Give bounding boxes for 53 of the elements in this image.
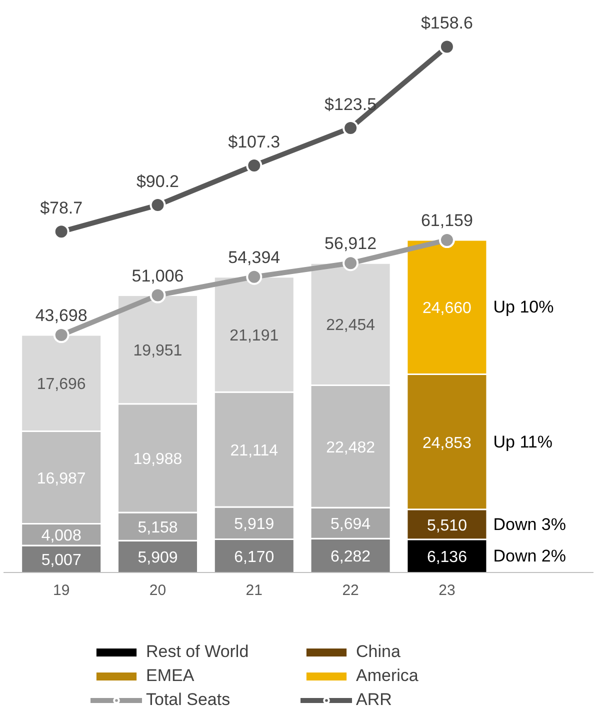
- data-label: 43,698: [35, 306, 88, 326]
- point: [438, 232, 455, 248]
- data-label: 6,170: [234, 548, 274, 566]
- x-tick-label: 19: [53, 582, 70, 599]
- point: [150, 287, 166, 304]
- point: [53, 224, 70, 240]
- x-tick-label: 20: [149, 582, 166, 599]
- point: [53, 327, 70, 344]
- legend-label: Total Seats: [146, 690, 232, 710]
- data-label: 24,660: [422, 300, 472, 318]
- data-label: 5,909: [138, 550, 178, 567]
- data-label: 19,988: [133, 451, 182, 468]
- point: [342, 120, 359, 136]
- data-label: 19,951: [133, 342, 182, 360]
- legend-label: EMEA: [146, 666, 196, 686]
- data-label: 21,191: [230, 327, 279, 344]
- annotation: Up 11%: [493, 432, 552, 452]
- data-label: $123.5: [324, 94, 377, 114]
- legend-label: ARR: [356, 690, 393, 710]
- data-label: 22,482: [326, 439, 376, 456]
- data-label: 5,919: [234, 516, 274, 534]
- data-label: 5,510: [426, 517, 468, 534]
- data-label: $158.6: [420, 14, 473, 33]
- data-label: 6,136: [426, 549, 468, 566]
- data-label: 4,008: [41, 528, 82, 545]
- x-tick-label: 21: [246, 582, 262, 599]
- data-label: 5,007: [41, 552, 82, 570]
- data-label: 24,853: [422, 434, 472, 452]
- data-label: 5,158: [138, 520, 178, 537]
- point: [438, 38, 455, 55]
- annotation: Down 2%: [493, 546, 566, 566]
- x-tick-label: 23: [438, 582, 456, 599]
- annotation: Down 3%: [493, 514, 566, 534]
- data-label: 56,912: [324, 234, 377, 254]
- point: [246, 268, 262, 285]
- data-label: 22,454: [326, 317, 376, 334]
- data-label: $107.3: [228, 132, 280, 152]
- data-label: $90.2: [136, 172, 180, 192]
- data-label: 21,114: [230, 442, 278, 460]
- data-label: 54,394: [228, 248, 280, 267]
- legend-label: Rest of World: [146, 642, 250, 662]
- data-label: 5,694: [330, 516, 371, 534]
- data-label: 51,006: [132, 266, 184, 286]
- data-label: 61,159: [420, 211, 473, 230]
- data-label: $78.7: [40, 198, 83, 218]
- annotation: Up 10%: [493, 298, 554, 317]
- x-tick-label: 22: [342, 582, 359, 599]
- point: [342, 255, 359, 272]
- data-label: 17,696: [36, 376, 86, 394]
- data-label: 16,987: [36, 470, 86, 488]
- legend-label: America: [356, 666, 420, 686]
- legend-label: China: [356, 642, 402, 662]
- data-label: 6,282: [330, 548, 371, 566]
